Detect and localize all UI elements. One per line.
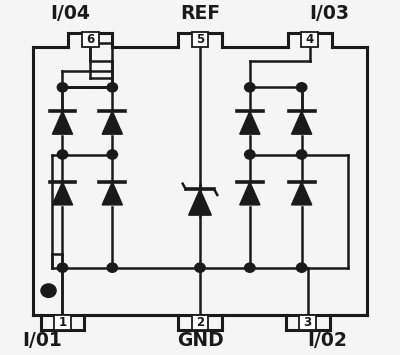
- Circle shape: [107, 263, 118, 272]
- Bar: [192, 32, 208, 47]
- Circle shape: [195, 263, 205, 272]
- Circle shape: [245, 83, 255, 92]
- Circle shape: [41, 284, 56, 297]
- Text: I/01: I/01: [23, 331, 62, 350]
- Circle shape: [107, 150, 118, 159]
- Polygon shape: [102, 111, 122, 134]
- Bar: [192, 315, 208, 330]
- Text: REF: REF: [180, 4, 220, 23]
- Polygon shape: [52, 182, 72, 205]
- Circle shape: [296, 83, 307, 92]
- Circle shape: [57, 150, 68, 159]
- Circle shape: [296, 263, 307, 272]
- Text: 1: 1: [58, 316, 66, 329]
- Text: GND: GND: [177, 331, 223, 350]
- Bar: [54, 315, 71, 330]
- Text: I/02: I/02: [308, 331, 348, 350]
- Polygon shape: [292, 111, 312, 134]
- Polygon shape: [52, 111, 72, 134]
- Polygon shape: [240, 111, 260, 134]
- Circle shape: [107, 83, 118, 92]
- Text: 3: 3: [304, 316, 312, 329]
- Polygon shape: [292, 182, 312, 205]
- Polygon shape: [240, 182, 260, 205]
- Circle shape: [57, 263, 68, 272]
- Text: I/03: I/03: [310, 4, 350, 23]
- Text: I/04: I/04: [50, 4, 90, 23]
- Text: 4: 4: [306, 33, 314, 46]
- Text: 6: 6: [86, 33, 94, 46]
- Text: 5: 5: [196, 33, 204, 46]
- Polygon shape: [102, 182, 122, 205]
- Circle shape: [245, 263, 255, 272]
- Circle shape: [57, 83, 68, 92]
- Circle shape: [296, 150, 307, 159]
- Bar: [299, 315, 316, 330]
- Circle shape: [245, 150, 255, 159]
- Text: 2: 2: [196, 316, 204, 329]
- Polygon shape: [189, 189, 211, 215]
- Bar: [82, 32, 99, 47]
- Bar: [301, 32, 318, 47]
